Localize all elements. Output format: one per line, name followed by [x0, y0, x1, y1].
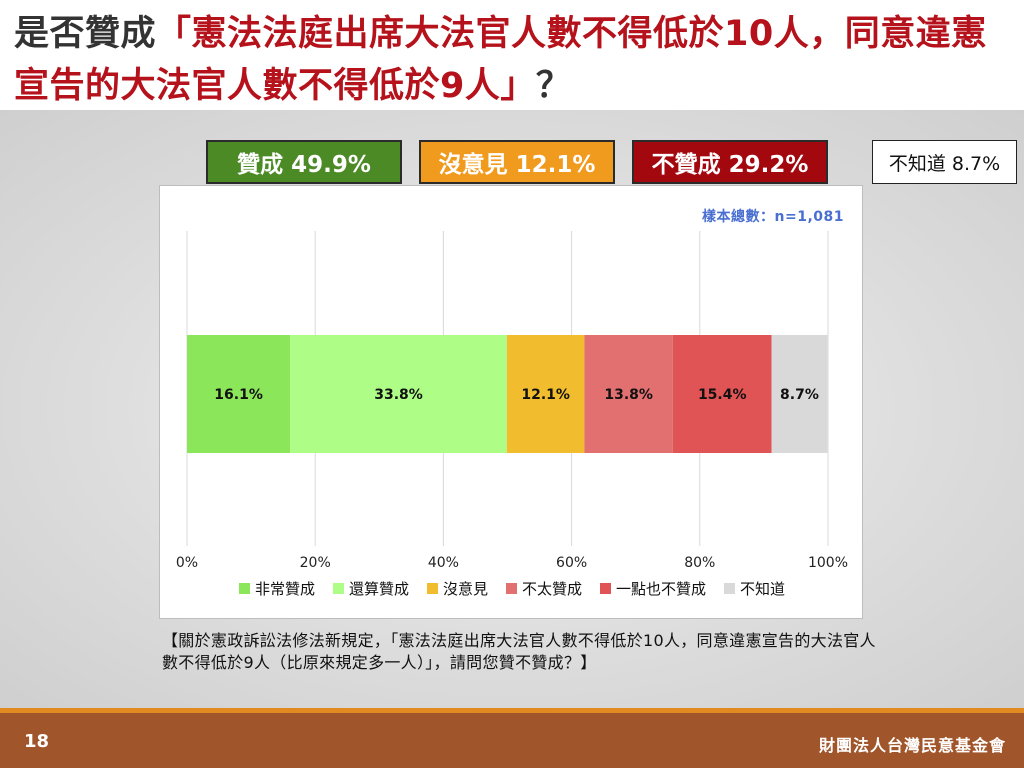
page-number: 18 [24, 731, 50, 752]
title-prefix: 是否贊成 [14, 14, 157, 54]
x-tick-label: 0% [176, 555, 198, 571]
legend-swatch [724, 583, 736, 594]
legend-swatch [600, 583, 612, 594]
survey-question: 【關於憲政訴訟法修法新規定，「憲法法庭出席大法官人數不得低於10人，同意違憲宣告… [162, 631, 876, 672]
stacked-bar-chart: 16.1% 33.8% 12.1% 13.8% 15.4% 8.7% 0% 20% 40% 60… [176, 231, 848, 571]
organization-name: 財團法人台灣民意基金會 [818, 736, 1006, 755]
legend-label: 還算贊成 [348, 580, 409, 598]
bar-segment [584, 335, 673, 453]
legend-item: 一點也不贊成 [600, 578, 706, 599]
legend-swatch [506, 583, 517, 594]
bar-segment [771, 335, 828, 453]
summary-unknown-badge: 不知道 8.7% [872, 140, 1017, 184]
chart-panel: 樣本總數：n=1,081 16.1% 33.8% 12.1% 13.8% 15.4% 8.… [159, 185, 863, 619]
slide-footer: 18 財團法人台灣民意基金會 [0, 713, 1024, 768]
legend-label: 不太贊成 [522, 580, 583, 598]
legend-item: 沒意見 [426, 578, 488, 599]
footer-accent-line [0, 708, 1024, 713]
legend-item: 不太贊成 [506, 578, 582, 599]
bar-segment [187, 335, 291, 453]
x-tick-label: 80% [684, 555, 715, 571]
bar-value-label: 13.8% [604, 387, 653, 403]
legend-label: 一點也不贊成 [616, 580, 707, 598]
bar-value-label: 15.4% [698, 387, 747, 403]
bar-segment [672, 335, 772, 453]
legend-swatch [238, 583, 250, 594]
bar-segment [506, 335, 585, 453]
x-tick-label: 20% [300, 555, 331, 571]
title-quote: 「憲法法庭出席大法官人數不得低於10人，同意違憲宣告的大法官人數不得低於9人」 [14, 14, 987, 106]
chart-x-ticks: 0% 20% 40% 60% 80% 100% [176, 555, 848, 571]
bar-value-label: 16.1% [214, 387, 263, 403]
legend-label: 沒意見 [442, 580, 488, 598]
chart-legend: 非常贊成 還算贊成 沒意見 不太贊成 一點也不贊成 不知道 [160, 578, 864, 599]
legend-item: 非常贊成 [238, 578, 315, 599]
title-suffix: ？ [535, 66, 572, 106]
summary-neutral-badge: 沒意見 12.1% [419, 140, 615, 184]
x-tick-label: 100% [808, 555, 848, 571]
bar-value-label: 33.8% [374, 387, 423, 403]
bar-segment [290, 335, 507, 453]
x-tick-label: 60% [556, 555, 587, 571]
summary-agree-badge: 贊成 49.9% [206, 140, 402, 184]
chart-bars: 16.1% 33.8% 12.1% 13.8% 15.4% 8.7% [187, 335, 828, 453]
bar-value-label: 12.1% [521, 387, 570, 403]
summary-disagree-badge: 不贊成 29.2% [632, 140, 828, 184]
sample-size-note: 樣本總數：n=1,081 [702, 209, 844, 225]
legend-swatch [426, 583, 438, 594]
bar-value-label: 8.7% [780, 387, 819, 403]
legend-item: 還算贊成 [332, 578, 409, 599]
legend-label: 不知道 [740, 580, 786, 598]
x-tick-label: 40% [428, 555, 459, 571]
legend-item: 不知道 [724, 578, 785, 599]
slide-title: 是否贊成「憲法法庭出席大法官人數不得低於10人，同意違憲宣告的大法官人數不得低於… [14, 8, 1014, 112]
legend-swatch [332, 583, 344, 594]
legend-label: 非常贊成 [254, 580, 315, 598]
